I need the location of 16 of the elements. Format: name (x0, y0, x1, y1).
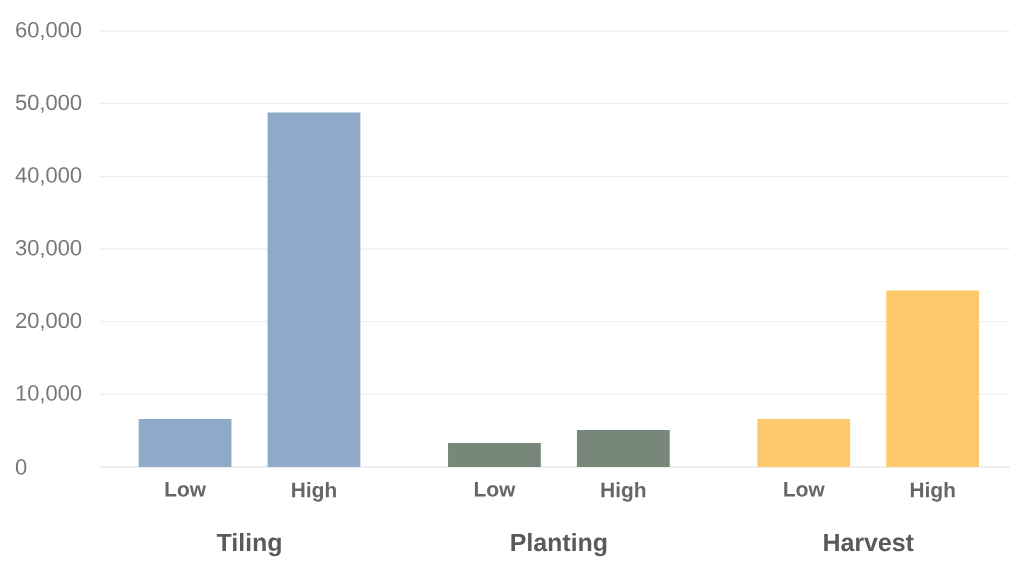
x-tick-label: High (292, 482, 336, 502)
y-tick-label: 20,000 (16, 312, 82, 331)
y-tick-label: 40,000 (15, 167, 82, 186)
x-tick-label: High (601, 482, 646, 502)
x-tick-label: Low (165, 482, 207, 497)
y-tick-label: 30,000 (15, 239, 82, 259)
x-tick-label: Low (784, 482, 825, 497)
x-tick-label: High (910, 482, 955, 502)
text: Planting (511, 532, 607, 557)
text: Tiling (216, 532, 281, 557)
y-tick-label: 10,000 (16, 385, 82, 404)
text: Harvest (824, 533, 914, 552)
y-tick-label: 60,000 (16, 21, 82, 41)
y-tick-label: 50,000 (15, 94, 82, 113)
x-tick-label: Low (474, 482, 516, 497)
y-tick-label: 0 (15, 459, 27, 475)
